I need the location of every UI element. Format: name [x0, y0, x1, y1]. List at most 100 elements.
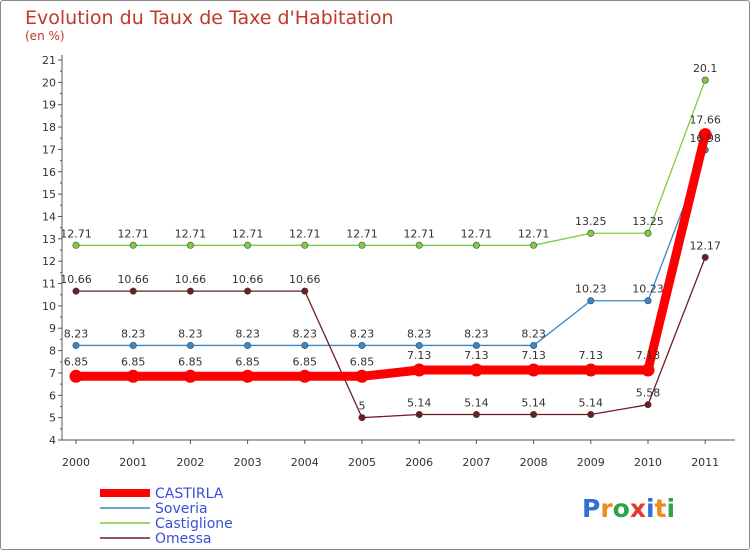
data-label: 13.25	[575, 215, 607, 228]
data-point	[644, 401, 652, 409]
data-point	[72, 287, 80, 295]
data-label: 7.13	[407, 349, 432, 362]
data-label: 8.23	[235, 327, 260, 340]
x-tick-label: 2006	[405, 456, 433, 469]
series-omessa	[72, 253, 709, 422]
data-label: 8.23	[64, 327, 89, 340]
legend-label: Omessa	[155, 531, 211, 547]
data-point	[472, 411, 480, 419]
data-label: 6.85	[350, 355, 375, 368]
data-point	[129, 287, 137, 295]
data-label: 12.71	[461, 227, 493, 240]
data-point	[186, 241, 194, 249]
data-label: 12.71	[232, 227, 264, 240]
y-tick-label: 21	[42, 54, 56, 67]
data-point	[301, 341, 309, 349]
legend-item-omessa: Omessa	[100, 531, 211, 547]
data-point	[587, 229, 595, 237]
data-point	[298, 369, 312, 383]
data-label: 5.14	[521, 397, 546, 410]
y-tick-label: 13	[42, 233, 56, 246]
y-tick-label: 20	[42, 76, 56, 89]
y-tick-label: 9	[49, 322, 56, 335]
data-label: 10.66	[117, 273, 149, 286]
logo-letter: P	[582, 494, 600, 523]
legend-label: CASTIRLA	[155, 486, 224, 502]
logo-letter: i	[646, 494, 655, 523]
data-point	[701, 76, 709, 84]
data-label: 17.66	[689, 114, 721, 127]
series-castiglione	[72, 76, 709, 249]
data-label: 10.66	[175, 273, 207, 286]
legend-label: Soveria	[155, 501, 208, 517]
data-point	[129, 341, 137, 349]
data-label: 7.13	[579, 349, 604, 362]
data-point	[244, 287, 252, 295]
series-line	[75, 256, 706, 419]
data-point	[129, 241, 137, 249]
data-label: 12.71	[403, 227, 435, 240]
y-tick-label: 11	[42, 278, 56, 291]
x-tick-label: 2011	[691, 456, 719, 469]
data-point	[644, 229, 652, 237]
data-label: 12.71	[518, 227, 550, 240]
data-point	[69, 369, 83, 383]
data-label: 6.85	[121, 355, 146, 368]
y-tick-label: 15	[42, 188, 56, 201]
series-line	[75, 79, 706, 246]
y-tick-label: 4	[49, 434, 56, 447]
y-tick-label: 17	[42, 143, 56, 156]
data-point	[358, 341, 366, 349]
data-label: 7.13	[464, 349, 489, 362]
data-label: 5	[359, 400, 366, 413]
data-point	[415, 411, 423, 419]
series-layer	[69, 76, 712, 422]
data-label: 10.66	[60, 273, 92, 286]
data-point	[301, 241, 309, 249]
series-castirla	[69, 128, 712, 383]
y-tick-label: 6	[49, 389, 56, 402]
x-tick-label: 2003	[234, 456, 262, 469]
data-point	[530, 411, 538, 419]
data-label: 10.23	[632, 283, 664, 296]
data-label: 10.66	[289, 273, 321, 286]
x-tick-label: 2000	[62, 456, 90, 469]
data-label: 6.85	[178, 355, 203, 368]
data-label: 5.14	[579, 397, 604, 410]
x-tick-label: 2004	[291, 456, 319, 469]
data-point	[244, 241, 252, 249]
data-point	[126, 369, 140, 383]
data-point	[698, 128, 712, 142]
chart-title: Evolution du Taux de Taxe d'Habitation	[25, 7, 394, 29]
data-point	[72, 341, 80, 349]
data-point	[301, 287, 309, 295]
data-point	[587, 297, 595, 305]
data-label: 12.71	[346, 227, 378, 240]
data-point	[469, 363, 483, 377]
x-tick-label: 2005	[348, 456, 376, 469]
data-point	[472, 341, 480, 349]
data-label: 13.25	[632, 215, 664, 228]
data-point	[527, 363, 541, 377]
y-tick-label: 19	[42, 99, 56, 112]
data-label: 16.98	[689, 132, 721, 145]
y-tick-label: 12	[42, 255, 56, 268]
data-label: 7.13	[636, 349, 661, 362]
data-point	[415, 341, 423, 349]
data-label: 8.23	[464, 327, 489, 340]
data-labels: 8.23 8.23 8.23 8.23 8.23 8.23 8.23 8.23 8.23 10.2…	[60, 62, 721, 413]
data-point	[701, 253, 709, 261]
proxiti-logo: Proxiti	[582, 494, 675, 523]
data-label: 7.13	[521, 349, 546, 362]
data-label: 10.66	[232, 273, 264, 286]
data-point	[358, 241, 366, 249]
data-label: 12.71	[175, 227, 207, 240]
y-tick-label: 16	[42, 166, 56, 179]
x-tick-label: 2010	[634, 456, 662, 469]
data-label: 5.14	[407, 397, 432, 410]
data-point	[530, 341, 538, 349]
x-tick-label: 2009	[577, 456, 605, 469]
data-point	[186, 287, 194, 295]
